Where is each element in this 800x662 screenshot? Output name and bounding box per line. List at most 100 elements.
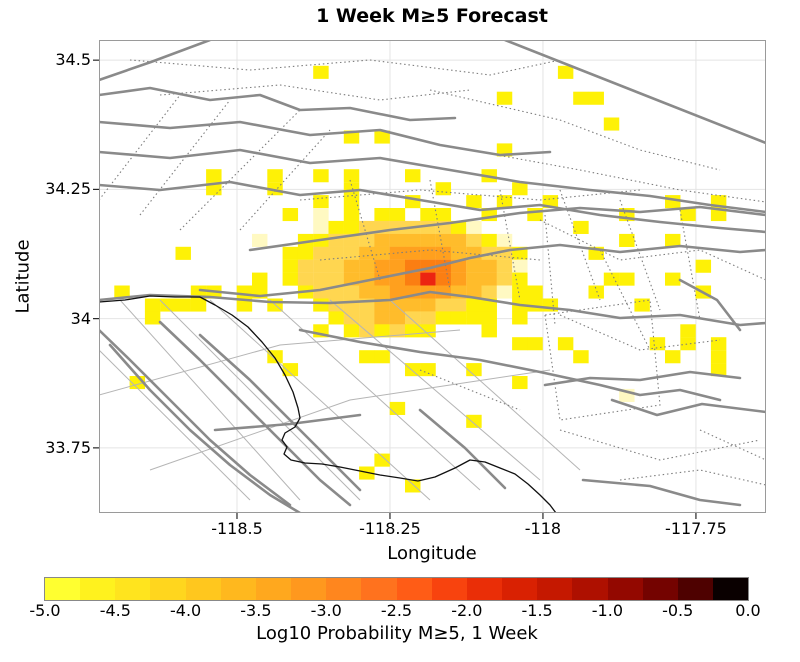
probability-cell bbox=[389, 401, 406, 415]
probability-cell bbox=[343, 169, 360, 183]
probability-cell bbox=[359, 285, 375, 299]
colorbar-segment bbox=[712, 578, 749, 600]
probability-cell bbox=[435, 182, 452, 196]
probability-cell bbox=[481, 311, 497, 325]
probability-cell bbox=[236, 285, 253, 299]
probability-cell bbox=[512, 182, 528, 196]
colorbar-tick-label: -0.5 bbox=[662, 601, 694, 620]
fault-line bbox=[610, 398, 766, 417]
probability-cell bbox=[466, 414, 482, 428]
fault-line bbox=[298, 328, 722, 402]
probability-cell bbox=[405, 233, 421, 247]
probability-cell bbox=[619, 233, 635, 247]
fault-line bbox=[248, 205, 766, 252]
probability-cell bbox=[389, 324, 406, 338]
y-tick-label: 33.75 bbox=[45, 437, 91, 457]
dotted-fault-line bbox=[239, 129, 331, 231]
colorbar-tick-label: -2.5 bbox=[380, 601, 413, 620]
colorbar-segment bbox=[396, 578, 432, 600]
probability-cell bbox=[466, 220, 482, 234]
fault-line bbox=[99, 180, 766, 234]
probability-cell bbox=[374, 259, 390, 273]
probability-cell bbox=[328, 259, 344, 273]
fault-line bbox=[99, 40, 212, 82]
probability-cell bbox=[512, 311, 528, 325]
probability-cell bbox=[144, 311, 161, 325]
fault-line bbox=[503, 40, 766, 145]
probability-cell bbox=[405, 298, 421, 312]
probability-cell bbox=[435, 272, 452, 286]
dotted-fault-line bbox=[619, 469, 766, 486]
colorbar-segment bbox=[642, 578, 678, 600]
colorbar-segment bbox=[361, 578, 397, 600]
colorbar-tick-label: -3.5 bbox=[240, 601, 272, 620]
colorbar-segment bbox=[185, 578, 221, 600]
map-plot bbox=[93, 40, 766, 519]
fault-line bbox=[99, 328, 292, 507]
colorbar-tick-label: -1.5 bbox=[521, 601, 553, 620]
probability-cell bbox=[512, 272, 528, 286]
fault-line bbox=[213, 413, 362, 432]
probability-cell bbox=[450, 233, 467, 247]
probability-cell bbox=[144, 298, 161, 312]
probability-cell bbox=[435, 298, 452, 312]
thin-fault-line bbox=[159, 299, 361, 501]
probability-cell bbox=[313, 272, 329, 286]
probability-cell bbox=[466, 298, 482, 312]
fault-line bbox=[158, 320, 352, 507]
probability-cell bbox=[343, 208, 360, 222]
probability-cell bbox=[680, 324, 696, 338]
probability-cell bbox=[405, 169, 421, 183]
thin-fault-line bbox=[329, 299, 541, 481]
dotted-fault-line bbox=[559, 429, 761, 461]
colorbar-segment bbox=[607, 578, 643, 600]
fault-line bbox=[418, 408, 507, 490]
dotted-fault-line bbox=[599, 249, 651, 351]
fault-line bbox=[198, 333, 362, 492]
colorbar-segment bbox=[45, 578, 81, 600]
probability-cell bbox=[359, 350, 375, 364]
probability-cell bbox=[374, 208, 390, 222]
probability-cell bbox=[466, 311, 482, 325]
probability-cell bbox=[481, 324, 497, 338]
probability-cell bbox=[374, 311, 390, 325]
fault-line bbox=[108, 343, 302, 513]
probability-cell bbox=[359, 233, 375, 247]
probability-cell bbox=[389, 259, 406, 273]
probability-cell bbox=[313, 246, 329, 260]
colorbar-tick-label: -5.0 bbox=[29, 601, 61, 620]
colorbar-tick-label: 0.0 bbox=[735, 601, 761, 620]
probability-cell bbox=[527, 298, 543, 312]
probability-cell bbox=[588, 91, 604, 105]
probability-cell bbox=[420, 272, 436, 286]
x-tick-label: -118 bbox=[524, 519, 562, 538]
colorbar-segment bbox=[537, 578, 573, 600]
colorbar bbox=[44, 577, 749, 601]
dotted-fault-line bbox=[699, 429, 766, 461]
probability-cell bbox=[405, 324, 421, 338]
probability-cell bbox=[374, 233, 390, 247]
probability-cell bbox=[466, 195, 482, 209]
thin-fault-line bbox=[99, 349, 251, 501]
fault-line bbox=[99, 148, 766, 214]
probability-cell bbox=[450, 246, 467, 260]
probability-cell bbox=[573, 91, 589, 105]
probability-cell bbox=[374, 453, 390, 467]
probability-cell bbox=[114, 285, 130, 299]
probability-cell bbox=[557, 337, 574, 351]
probability-cell bbox=[405, 246, 421, 260]
probability-cell bbox=[328, 311, 344, 325]
probability-cell bbox=[160, 298, 176, 312]
probability-cell bbox=[665, 272, 681, 286]
probability-cell bbox=[466, 285, 482, 299]
dotted-fault-line bbox=[544, 299, 661, 421]
probability-cell bbox=[343, 259, 360, 273]
y-tick-label: 34.25 bbox=[45, 179, 91, 199]
probability-cell bbox=[190, 298, 207, 312]
probability-cell bbox=[405, 479, 421, 493]
probability-cell bbox=[389, 285, 406, 299]
probability-cell bbox=[435, 311, 452, 325]
probability-cell bbox=[588, 285, 604, 299]
probability-cell bbox=[282, 246, 299, 260]
probability-cell bbox=[496, 195, 513, 209]
